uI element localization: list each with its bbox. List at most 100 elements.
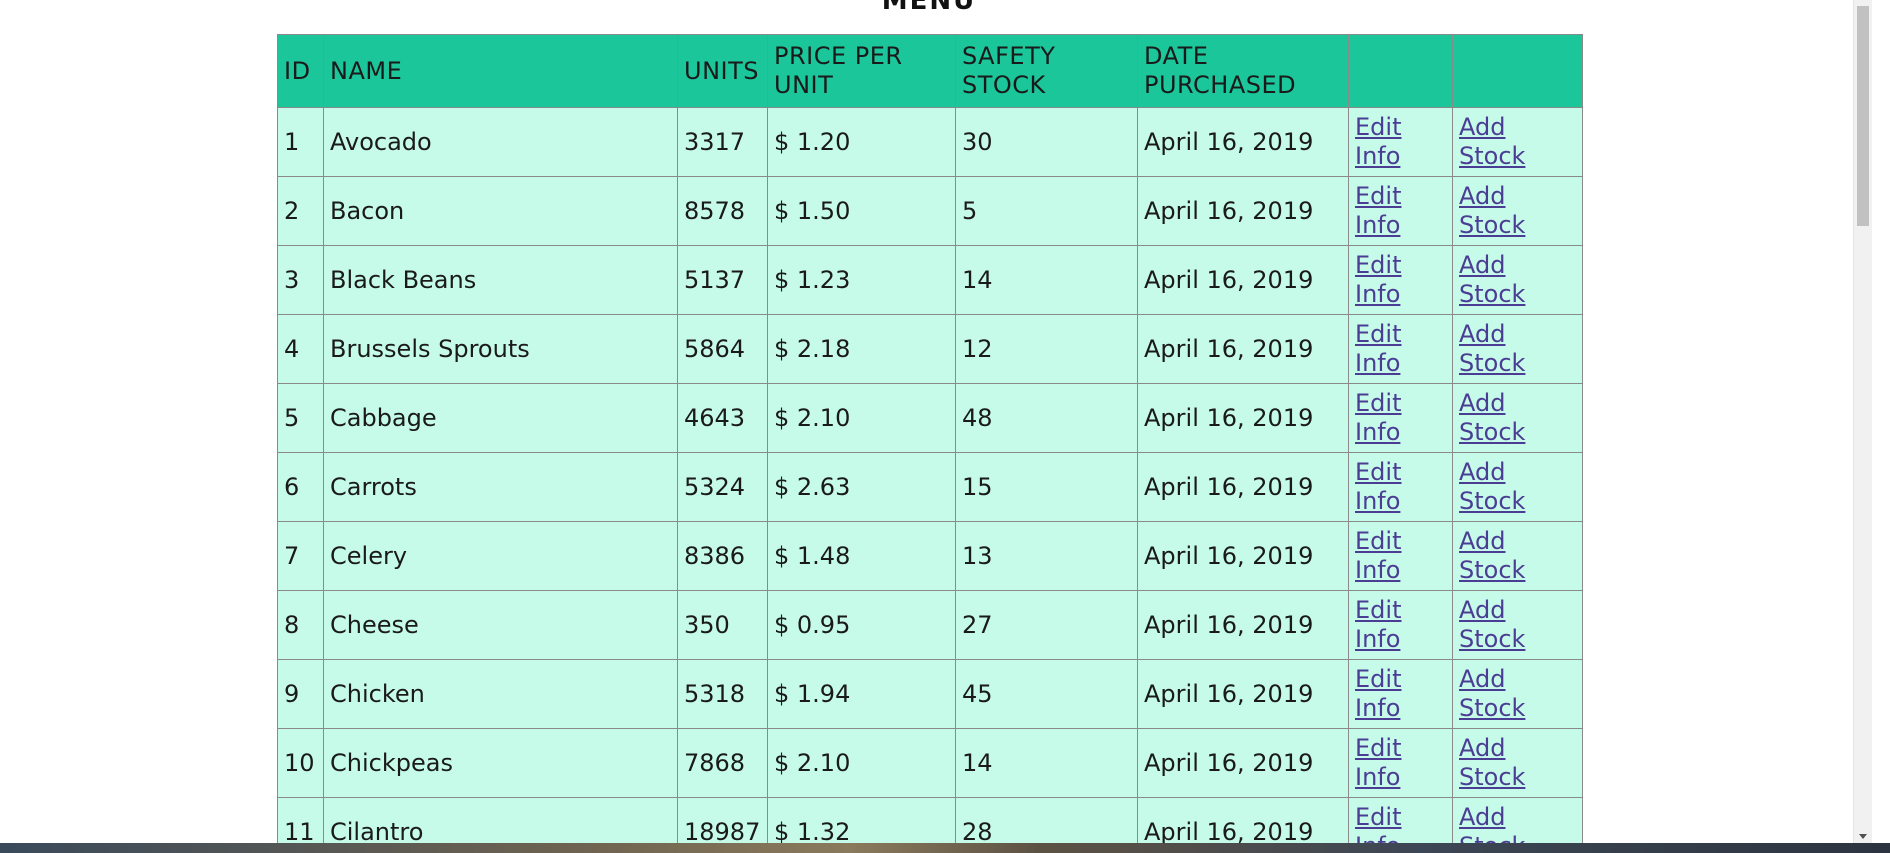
add-stock-cell: Add Stock xyxy=(1452,452,1583,522)
cell-date-purchased: April 16, 2019 xyxy=(1137,728,1349,798)
edit-info-cell: Edit Info xyxy=(1348,659,1453,729)
add-stock-link[interactable]: Add Stock xyxy=(1459,803,1525,843)
cell-name: Black Beans xyxy=(323,245,678,315)
add-stock-link[interactable]: Add Stock xyxy=(1459,527,1526,584)
vertical-scrollbar[interactable] xyxy=(1853,0,1872,843)
add-stock-cell: Add Stock xyxy=(1452,383,1583,453)
cell-id: 9 xyxy=(277,659,324,729)
table-row: 10 Chickpeas 7868 $ 2.10 14 April 16, 2019 Edi… xyxy=(277,728,1583,798)
table-row: 1 Avocado 3317 $ 1.20 30 April 16, 2019 Edit I… xyxy=(277,107,1583,177)
cell-units: 5137 xyxy=(677,245,768,315)
edit-info-link[interactable]: Edit Info xyxy=(1355,596,1402,653)
table-row: 7 Celery 8386 $ 1.48 13 April 16, 2019 Edit In… xyxy=(277,521,1583,591)
edit-info-cell: Edit Info xyxy=(1348,383,1453,453)
edit-info-link[interactable]: Edit Info xyxy=(1355,113,1402,170)
add-stock-cell: Add Stock xyxy=(1452,590,1583,660)
cell-id: 10 xyxy=(277,728,324,798)
edit-info-cell: Edit Info xyxy=(1348,245,1453,315)
add-stock-cell: Add Stock xyxy=(1452,176,1583,246)
header-add xyxy=(1452,34,1583,108)
add-stock-link[interactable]: Add Stock xyxy=(1459,320,1526,377)
cell-price: $ 1.20 xyxy=(767,107,956,177)
cell-safety-stock: 45 xyxy=(955,659,1138,729)
cell-units: 5864 xyxy=(677,314,768,384)
cell-units: 8386 xyxy=(677,521,768,591)
cell-safety-stock: 28 xyxy=(955,797,1138,843)
scroll-down-arrow-icon[interactable] xyxy=(1859,834,1867,839)
cell-price: $ 2.63 xyxy=(767,452,956,522)
add-stock-cell: Add Stock xyxy=(1452,521,1583,591)
header-edit xyxy=(1348,34,1453,108)
edit-info-link[interactable]: Edit Info xyxy=(1355,182,1402,239)
cell-safety-stock: 27 xyxy=(955,590,1138,660)
header-row: ID NAME UNITS PRICE PER UNIT SAFETY STOC… xyxy=(277,34,1583,108)
cell-price: $ 1.23 xyxy=(767,245,956,315)
add-stock-link[interactable]: Add Stock xyxy=(1459,596,1526,653)
add-stock-link[interactable]: Add Stock xyxy=(1459,182,1526,239)
edit-info-cell: Edit Info xyxy=(1348,728,1453,798)
add-stock-cell: Add Stock xyxy=(1452,314,1583,384)
edit-info-link[interactable]: Edit Info xyxy=(1355,734,1402,791)
edit-info-cell: Edit Info xyxy=(1348,521,1453,591)
cell-units: 18987 xyxy=(677,797,768,843)
cell-date-purchased: April 16, 2019 xyxy=(1137,176,1349,246)
header-name: NAME xyxy=(323,34,678,108)
scrollbar-thumb[interactable] xyxy=(1857,6,1869,226)
add-stock-link[interactable]: Add Stock xyxy=(1459,734,1526,791)
header-price-per-unit: PRICE PER UNIT xyxy=(767,34,956,108)
add-stock-link[interactable]: Add Stock xyxy=(1459,458,1526,515)
cell-date-purchased: April 16, 2019 xyxy=(1137,452,1349,522)
cell-units: 5324 xyxy=(677,452,768,522)
cell-price: $ 0.95 xyxy=(767,590,956,660)
add-stock-cell: Add Stock xyxy=(1452,659,1583,729)
cell-safety-stock: 30 xyxy=(955,107,1138,177)
edit-info-link[interactable]: Edit Info xyxy=(1355,665,1402,722)
add-stock-link[interactable]: Add Stock xyxy=(1459,113,1526,170)
cell-name: Carrots xyxy=(323,452,678,522)
edit-info-link[interactable]: Edit Info xyxy=(1355,251,1402,308)
cell-name: Brussels Sprouts xyxy=(323,314,678,384)
cell-units: 5318 xyxy=(677,659,768,729)
table-row: 2 Bacon 8578 $ 1.50 5 April 16, 2019 Edit Info… xyxy=(277,176,1583,246)
add-stock-link[interactable]: Add Stock xyxy=(1459,251,1526,308)
add-stock-cell: Add Stock xyxy=(1452,728,1583,798)
cell-safety-stock: 13 xyxy=(955,521,1138,591)
cell-date-purchased: April 16, 2019 xyxy=(1137,383,1349,453)
header-date-purchased: DATE PURCHASED xyxy=(1137,34,1349,108)
add-stock-link[interactable]: Add Stock xyxy=(1459,389,1526,446)
edit-info-link[interactable]: Edit Info xyxy=(1355,803,1402,843)
cell-price: $ 2.10 xyxy=(767,728,956,798)
header-safety-stock: SAFETY STOCK xyxy=(955,34,1138,108)
add-stock-cell: Add Stock xyxy=(1452,107,1583,177)
cell-name: Bacon xyxy=(323,176,678,246)
cell-price: $ 1.94 xyxy=(767,659,956,729)
cell-date-purchased: April 16, 2019 xyxy=(1137,314,1349,384)
table-row: 9 Chicken 5318 $ 1.94 45 April 16, 2019 Edit I… xyxy=(277,659,1583,729)
cell-id: 3 xyxy=(277,245,324,315)
add-stock-link[interactable]: Add Stock xyxy=(1459,665,1526,722)
table-body: 1 Avocado 3317 $ 1.20 30 April 16, 2019 Edit I… xyxy=(277,107,1583,843)
cell-safety-stock: 14 xyxy=(955,245,1138,315)
edit-info-link[interactable]: Edit Info xyxy=(1355,527,1402,584)
cell-date-purchased: April 16, 2019 xyxy=(1137,797,1349,843)
edit-info-link[interactable]: Edit Info xyxy=(1355,320,1402,377)
cell-id: 4 xyxy=(277,314,324,384)
edit-info-link[interactable]: Edit Info xyxy=(1355,389,1402,446)
edit-info-cell: Edit Info xyxy=(1348,797,1453,843)
add-stock-cell: Add Stock xyxy=(1452,797,1583,843)
cell-safety-stock: 15 xyxy=(955,452,1138,522)
cell-name: Chickpeas xyxy=(323,728,678,798)
cell-units: 7868 xyxy=(677,728,768,798)
cell-name: Celery xyxy=(323,521,678,591)
cell-units: 3317 xyxy=(677,107,768,177)
cell-units: 350 xyxy=(677,590,768,660)
edit-info-cell: Edit Info xyxy=(1348,314,1453,384)
edit-info-link[interactable]: Edit Info xyxy=(1355,458,1402,515)
add-stock-cell: Add Stock xyxy=(1452,245,1583,315)
cell-date-purchased: April 16, 2019 xyxy=(1137,521,1349,591)
cell-id: 11 xyxy=(277,797,324,843)
cell-price: $ 1.32 xyxy=(767,797,956,843)
cell-id: 8 xyxy=(277,590,324,660)
cell-date-purchased: April 16, 2019 xyxy=(1137,659,1349,729)
